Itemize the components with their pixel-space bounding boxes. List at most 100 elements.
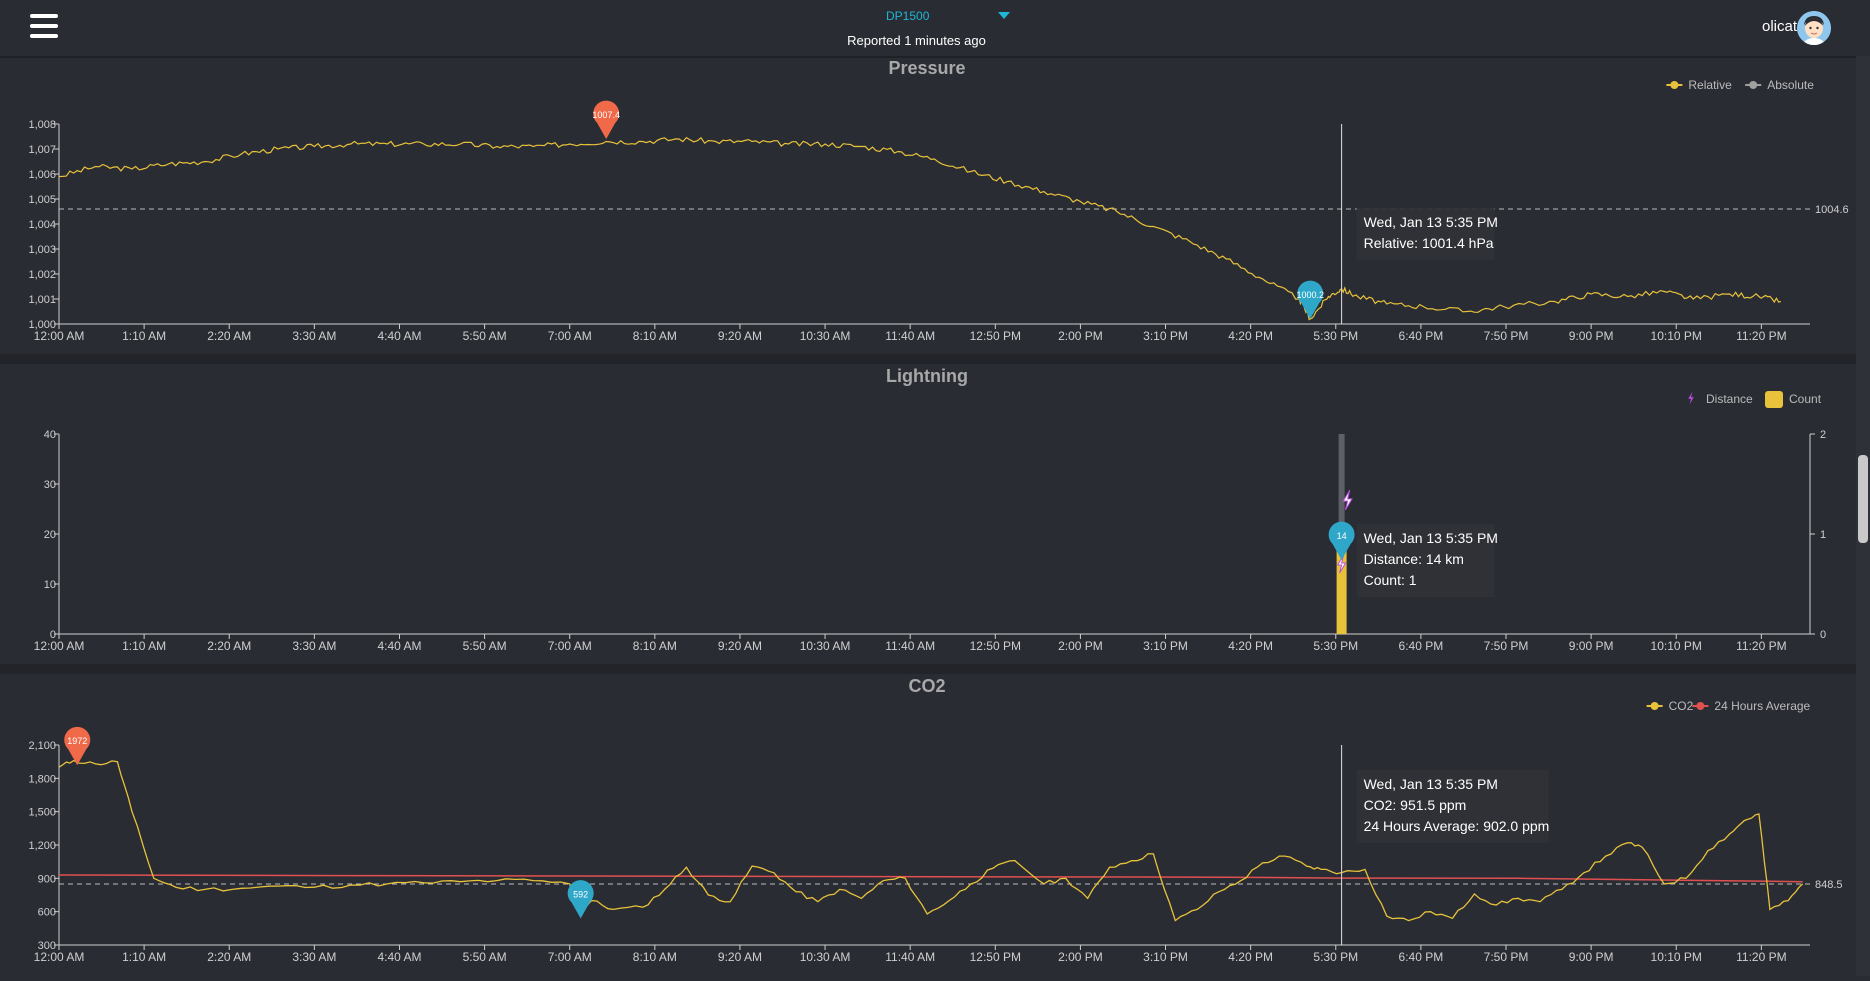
legend-label: Absolute <box>1767 78 1814 92</box>
x-tick-label: 1:10 AM <box>122 950 166 964</box>
x-tick-label: 6:40 PM <box>1399 329 1444 343</box>
pressure-chart[interactable]: Pressure Relative Absolute 1,000 1,001 1,002 1… <box>0 58 1856 350</box>
x-tick-label: 5:30 PM <box>1313 639 1358 653</box>
x-tick-label: 9:00 PM <box>1569 639 1614 653</box>
tooltip-line: CO2: 951.5 ppm <box>1364 797 1467 813</box>
legend-label: Count <box>1789 392 1822 406</box>
scrollbar-thumb[interactable] <box>1858 455 1868 543</box>
min-marker-label: 1000.2 <box>1296 290 1324 300</box>
x-tick-label: 6:40 PM <box>1399 639 1444 653</box>
x-tick-label: 12:00 AM <box>34 329 85 343</box>
max-marker-label: 1972 <box>67 736 87 746</box>
y-tick-label: 30 <box>44 479 56 491</box>
x-tick-label: 8:10 AM <box>633 639 677 653</box>
x-tick-label: 7:50 PM <box>1484 329 1529 343</box>
user-name[interactable]: olicat <box>1762 18 1798 35</box>
device-selector[interactable]: DP1500 <box>886 9 930 23</box>
top-bar: DP1500 Reported 1 minutes ago olicat <box>0 0 1870 58</box>
x-tick-label: 3:30 AM <box>292 950 336 964</box>
x-tick-label: 3:10 PM <box>1143 329 1188 343</box>
min-marker-label: 592 <box>573 890 588 900</box>
y-tick-label: 1,002 <box>28 269 56 281</box>
y-tick-label: 1,000 <box>28 319 56 331</box>
y-tick-label: 10 <box>44 579 56 591</box>
distance-point-icon <box>1336 554 1347 574</box>
max-marker[interactable]: 1007.4 <box>592 100 620 139</box>
y-tick-label: 600 <box>38 907 56 919</box>
legend-marker <box>1749 81 1758 89</box>
legend-marker <box>1696 702 1705 710</box>
chart-title: CO2 <box>908 676 945 696</box>
y-tick-label: 1,006 <box>28 169 56 181</box>
x-tick-label: 10:30 AM <box>800 329 851 343</box>
max-marker-label: 14 <box>1337 531 1347 541</box>
series-relative-line <box>58 136 1781 321</box>
y-tick-label: 1,500 <box>28 807 56 819</box>
x-tick-label: 11:20 PM <box>1736 329 1786 343</box>
panel-divider <box>0 354 1856 364</box>
y-tick-label: 1,008 <box>28 119 56 131</box>
x-tick-label: 9:20 AM <box>718 639 762 653</box>
max-marker[interactable]: 1972 <box>64 726 91 766</box>
x-tick-label: 4:40 AM <box>377 950 421 964</box>
x-tick-label: 1:10 AM <box>122 329 166 343</box>
tooltip-line: Distance: 14 km <box>1364 551 1464 567</box>
y-tick-label: 1,800 <box>28 773 56 785</box>
x-tick-label: 1:10 AM <box>122 639 166 653</box>
x-tick-label: 10:10 PM <box>1651 950 1702 964</box>
x-tick-label: 7:50 PM <box>1484 950 1529 964</box>
y-tick-label: 1,004 <box>28 219 56 231</box>
co2-chart[interactable]: CO2 CO2 24 Hours Average 300 600 900 1,200 1,50… <box>0 676 1856 976</box>
x-tick-label: 4:20 PM <box>1228 329 1273 343</box>
x-tick-label: 4:20 PM <box>1228 950 1273 964</box>
y-tick-label: 20 <box>44 529 56 541</box>
chevron-down-icon[interactable] <box>998 12 1010 19</box>
x-tick-label: 2:00 PM <box>1058 639 1103 653</box>
legend-bolt-icon <box>1688 391 1694 405</box>
max-marker-shape <box>593 100 620 139</box>
y-right-tick-label: 0 <box>1820 629 1826 641</box>
x-tick-label: 12:50 PM <box>970 950 1021 964</box>
avatar[interactable] <box>1797 11 1831 45</box>
x-tick-label: 4:40 AM <box>377 329 421 343</box>
y-tick-label: 40 <box>44 429 56 441</box>
legend-marker <box>1650 702 1659 710</box>
x-tick-label: 9:20 AM <box>718 329 762 343</box>
x-tick-label: 11:20 PM <box>1736 950 1786 964</box>
x-tick-label: 11:20 PM <box>1736 639 1786 653</box>
x-tick-label: 5:50 AM <box>463 639 507 653</box>
y-tick-label: 1,003 <box>28 244 56 256</box>
x-tick-label: 10:10 PM <box>1651 329 1702 343</box>
x-tick-label: 7:50 PM <box>1484 639 1529 653</box>
x-tick-label: 12:00 AM <box>34 639 85 653</box>
max-marker-shape <box>1328 521 1355 560</box>
x-tick-label: 5:50 AM <box>463 329 507 343</box>
min-marker[interactable]: 592 <box>567 880 594 919</box>
x-tick-label: 11:40 AM <box>885 639 935 653</box>
x-tick-label: 9:00 PM <box>1569 950 1614 964</box>
tooltip-line: 24 Hours Average: 902.0 ppm <box>1364 818 1550 834</box>
x-tick-label: 7:00 AM <box>548 329 592 343</box>
lightning-panel: Lightning Distance Count 0 10 20 30 40 12:00 AM 1… <box>0 366 1856 662</box>
x-tick-label: 7:00 AM <box>548 639 592 653</box>
y-tick-label: 1,005 <box>28 194 56 206</box>
reference-line-label: 1004.6 <box>1815 204 1849 216</box>
series-average-line <box>58 874 1803 883</box>
menu-icon[interactable] <box>30 14 58 38</box>
x-tick-label: 2:20 AM <box>207 950 251 964</box>
x-tick-label: 2:00 PM <box>1058 950 1103 964</box>
series-co2-line <box>58 759 1804 922</box>
min-marker[interactable]: 1000.2 <box>1296 280 1324 319</box>
distance-highlight-icon <box>1342 489 1353 511</box>
y-tick-label: 900 <box>38 873 56 885</box>
max-marker[interactable]: 14 <box>1328 521 1355 560</box>
tooltip-line: Wed, Jan 13 5:35 PM <box>1364 214 1498 230</box>
x-tick-label: 5:50 AM <box>463 950 507 964</box>
x-tick-label: 11:40 AM <box>885 329 935 343</box>
tooltip-box <box>1356 524 1495 597</box>
x-tick-label: 3:10 PM <box>1143 950 1188 964</box>
x-tick-label: 2:20 AM <box>207 639 251 653</box>
tooltip-line: Wed, Jan 13 5:35 PM <box>1364 776 1498 792</box>
x-tick-label: 9:20 AM <box>718 950 762 964</box>
